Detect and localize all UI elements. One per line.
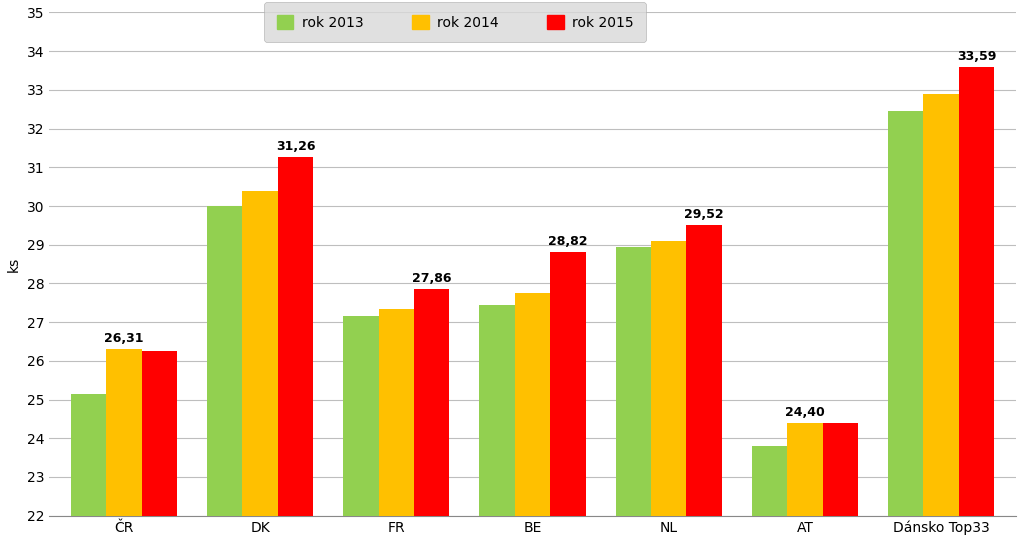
Bar	[752, 446, 788, 542]
Bar	[788, 423, 822, 542]
Bar	[106, 349, 141, 542]
Bar	[71, 393, 106, 542]
Y-axis label: ks: ks	[7, 256, 20, 272]
Bar	[888, 111, 924, 542]
Bar	[242, 191, 278, 542]
Bar	[515, 293, 550, 542]
Legend: rok 2013, rok 2014, rok 2015: rok 2013, rok 2014, rok 2015	[264, 2, 647, 42]
Bar	[207, 206, 242, 542]
Bar	[278, 157, 313, 542]
Text: 33,59: 33,59	[957, 50, 996, 63]
Bar	[343, 317, 379, 542]
Text: 31,26: 31,26	[276, 140, 315, 153]
Bar	[414, 289, 449, 542]
Bar	[959, 67, 994, 542]
Text: 28,82: 28,82	[548, 235, 587, 248]
Bar	[550, 251, 585, 542]
Bar	[379, 308, 414, 542]
Bar	[651, 241, 686, 542]
Bar	[924, 94, 959, 542]
Bar	[686, 224, 722, 542]
Text: 24,40: 24,40	[785, 406, 825, 419]
Bar	[480, 305, 515, 542]
Text: 26,31: 26,31	[104, 332, 143, 345]
Text: 27,86: 27,86	[412, 272, 451, 285]
Bar	[616, 247, 651, 542]
Bar	[822, 423, 858, 542]
Text: 29,52: 29,52	[684, 208, 724, 221]
Bar	[141, 351, 177, 542]
